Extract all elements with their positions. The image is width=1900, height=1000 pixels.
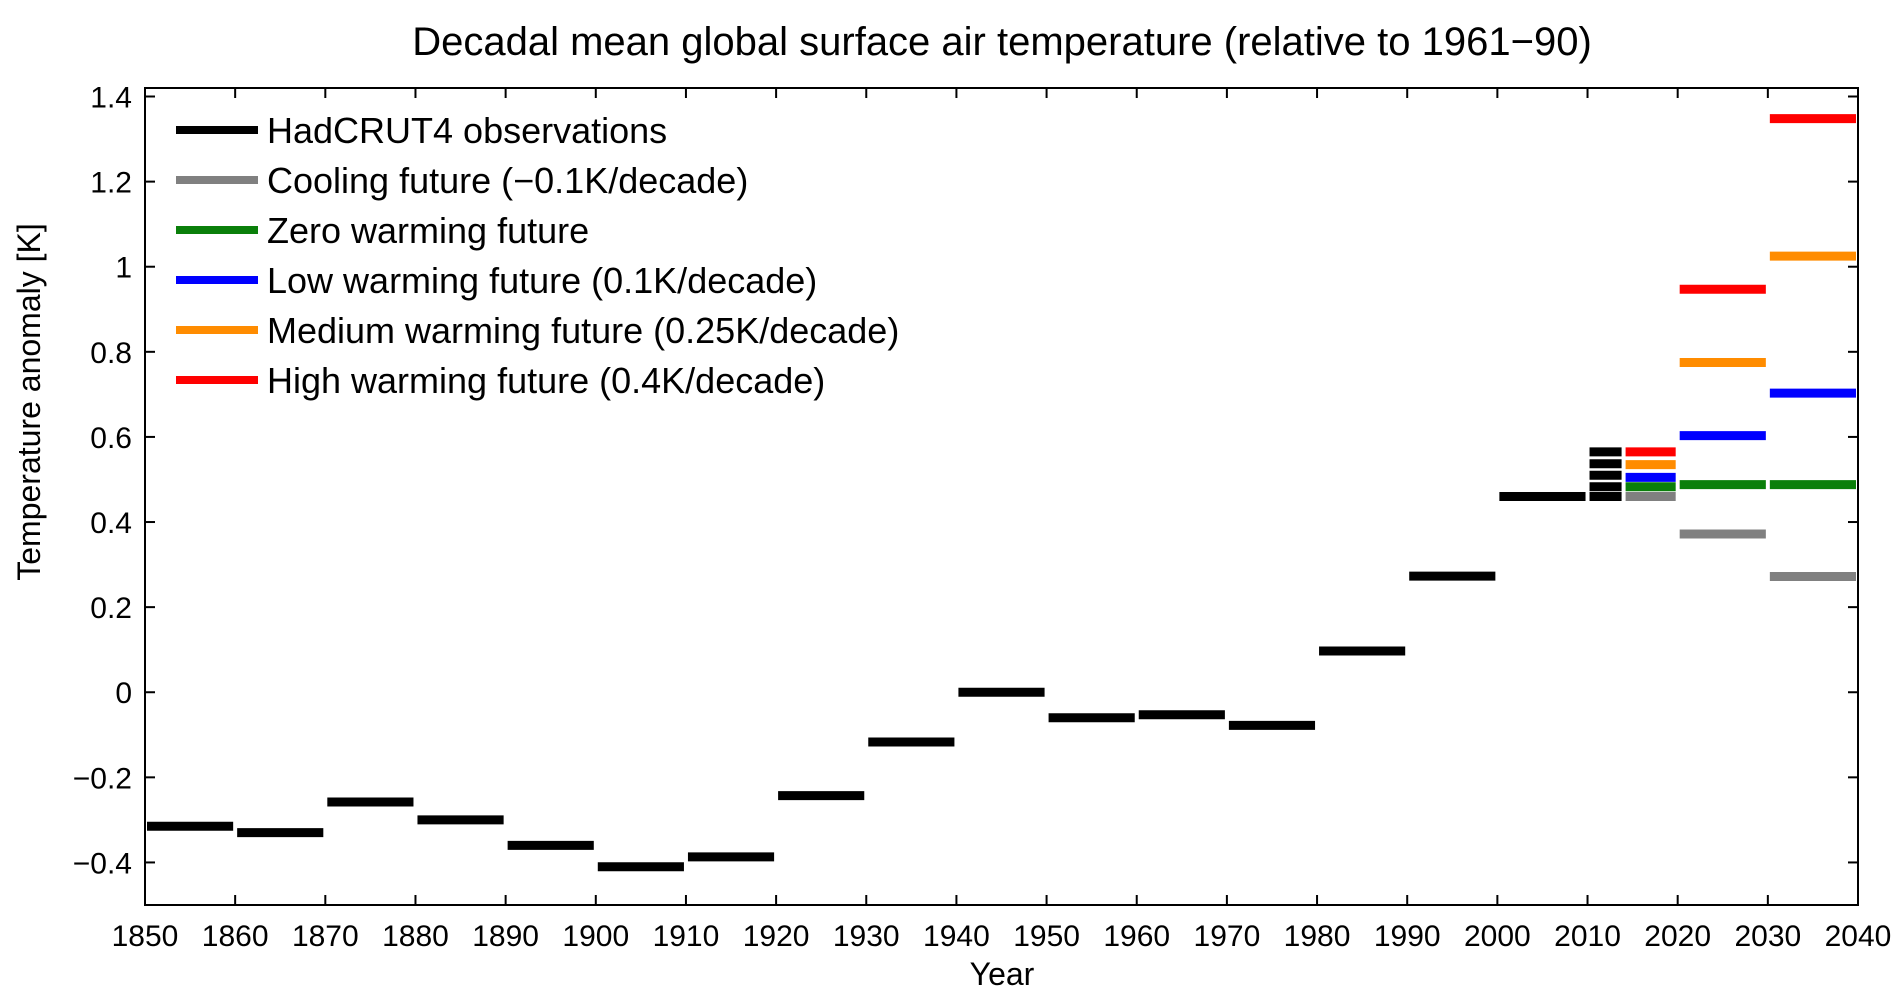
y-tick-label: 0.6: [90, 422, 132, 455]
x-tick-label: 1860: [202, 920, 269, 953]
y-tick-label: 1.4: [90, 82, 132, 115]
x-tick-label: 2010: [1554, 920, 1621, 953]
y-tick-label: 0.8: [90, 337, 132, 370]
legend-label-3: Low warming future (0.1K/decade): [267, 260, 817, 301]
y-axis-label: Temperature anomaly [K]: [11, 223, 47, 581]
y-tick-label: −0.2: [73, 762, 132, 795]
legend-label-1: Cooling future (−0.1K/decade): [267, 160, 748, 201]
x-tick-label: 2030: [1734, 920, 1801, 953]
x-tick-label: 1870: [292, 920, 359, 953]
legend-label-2: Zero warming future: [267, 210, 589, 251]
x-tick-label: 1970: [1194, 920, 1261, 953]
x-tick-label: 1980: [1284, 920, 1351, 953]
x-tick-label: 1880: [382, 920, 449, 953]
y-tick-label: 0.2: [90, 592, 132, 625]
x-tick-label: 1920: [743, 920, 810, 953]
y-tick-label: 1.2: [90, 167, 132, 200]
x-tick-label: 1850: [112, 920, 179, 953]
x-tick-label: 2020: [1644, 920, 1711, 953]
chart-title: Decadal mean global surface air temperat…: [412, 20, 1592, 64]
x-tick-label: 1940: [923, 920, 990, 953]
legend: HadCRUT4 observations Cooling future (−0.…: [176, 110, 899, 401]
legend-label-4: Medium warming future (0.25K/decade): [267, 310, 899, 351]
x-tick-label: 1990: [1374, 920, 1441, 953]
y-tick-label: 0: [115, 677, 132, 710]
legend-label-0: HadCRUT4 observations: [267, 110, 667, 151]
data-layer: [147, 114, 1856, 872]
x-tick-label: 1900: [562, 920, 629, 953]
x-tick-label: 2000: [1464, 920, 1531, 953]
x-tick-label: 1910: [653, 920, 720, 953]
y-tick-label: −0.4: [73, 847, 132, 880]
y-tick-label: 0.4: [90, 507, 132, 540]
x-tick-label: 1950: [1013, 920, 1080, 953]
x-axis-label: Year: [970, 956, 1035, 992]
legend-label-5: High warming future (0.4K/decade): [267, 360, 825, 401]
axis-ticks: 1850 1860 1870 1880 1890 1900 1910 1920 1930 1940…: [73, 82, 1892, 953]
y-tick-label: 1: [115, 252, 132, 285]
x-tick-label: 1930: [833, 920, 900, 953]
x-tick-label: 2040: [1825, 920, 1892, 953]
x-tick-label: 1890: [472, 920, 539, 953]
x-tick-label: 1960: [1103, 920, 1170, 953]
plot-area-frame: [144, 87, 1859, 906]
